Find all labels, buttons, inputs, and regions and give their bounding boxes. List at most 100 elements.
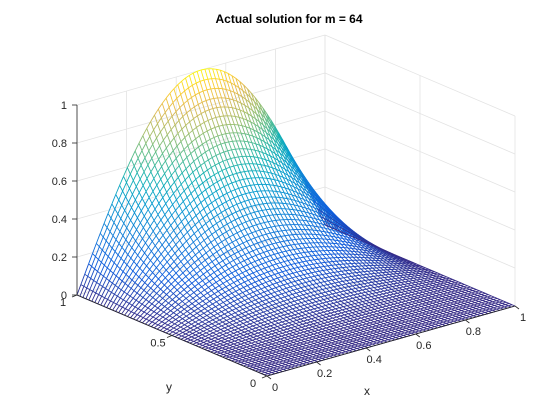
mesh-segment <box>231 326 236 329</box>
mesh-segment <box>160 173 165 180</box>
mesh-segment <box>346 279 351 282</box>
mesh-segment <box>278 251 283 254</box>
mesh-segment <box>280 191 285 194</box>
mesh-segment <box>265 361 269 364</box>
mesh-segment <box>261 239 266 243</box>
mesh-segment <box>234 251 239 255</box>
mesh-segment <box>196 329 201 332</box>
mesh-segment <box>142 128 148 136</box>
mesh-segment <box>184 222 189 228</box>
mesh-segment <box>125 303 130 309</box>
mesh-segment <box>148 316 154 321</box>
mesh-segment <box>179 201 184 207</box>
mesh-segment <box>202 277 207 281</box>
mesh-segment <box>272 329 277 332</box>
mesh-segment <box>180 90 185 95</box>
mesh-segment <box>201 100 207 103</box>
mesh-segment <box>162 274 166 279</box>
mesh-segment <box>244 351 248 355</box>
mesh-segment <box>241 96 246 100</box>
mesh-segment <box>120 283 126 291</box>
mesh-segment <box>223 299 228 303</box>
mesh-segment <box>230 351 235 354</box>
mesh-segment <box>220 270 226 275</box>
mesh-segment <box>258 257 263 261</box>
mesh-segment <box>232 303 238 307</box>
mesh-segment <box>270 253 275 256</box>
mesh-segment <box>266 153 271 157</box>
mesh-segment <box>133 308 139 314</box>
mesh-segment <box>181 168 187 174</box>
mesh-segment <box>178 161 184 167</box>
mesh-segment <box>191 279 196 284</box>
mesh-segment <box>210 327 215 330</box>
mesh-segment <box>300 328 305 331</box>
mesh-segment <box>271 363 275 366</box>
mesh-segment <box>323 269 328 271</box>
mesh-segment <box>230 189 235 192</box>
mesh-segment <box>195 92 200 96</box>
mesh-segment <box>223 317 227 321</box>
mesh-segment <box>280 367 284 370</box>
mesh-segment <box>123 215 129 224</box>
mesh-segment <box>122 293 128 301</box>
mesh-segment <box>247 283 252 286</box>
mesh-segment <box>178 318 183 322</box>
mesh-segment <box>174 120 180 126</box>
mesh-segment <box>161 303 165 307</box>
mesh-segment <box>241 340 245 344</box>
mesh-segment <box>129 295 134 299</box>
mesh-segment <box>149 226 154 232</box>
mesh-segment <box>204 109 210 112</box>
mesh-segment <box>258 328 263 331</box>
mesh-segment <box>236 100 242 104</box>
mesh-segment <box>190 308 195 312</box>
mesh-segment <box>121 308 126 315</box>
mesh-segment <box>161 239 167 246</box>
mesh-segment <box>349 294 354 297</box>
mesh-segment <box>253 290 258 293</box>
mesh-segment <box>226 278 232 282</box>
mesh-segment <box>194 305 199 309</box>
mesh-segment <box>364 305 369 308</box>
mesh-segment <box>318 328 323 331</box>
mesh-segment <box>385 317 390 319</box>
mesh-segment <box>110 251 116 260</box>
mesh-segment <box>192 127 197 131</box>
mesh-segment <box>262 326 267 329</box>
mesh-segment <box>374 307 379 310</box>
mesh-segment <box>144 252 148 258</box>
mesh-segment <box>136 310 142 316</box>
mesh-segment <box>277 293 282 296</box>
mesh-segment <box>205 303 209 307</box>
mesh-segment <box>327 320 332 323</box>
mesh-segment <box>372 289 378 292</box>
mesh-segment <box>379 303 384 306</box>
mesh-segment <box>107 267 111 271</box>
mesh-segment <box>262 359 266 363</box>
mesh-segment <box>202 332 207 336</box>
mesh-segment <box>162 266 167 271</box>
mesh-segment <box>387 288 392 291</box>
mesh-segment <box>263 310 268 313</box>
mesh-segment <box>197 337 202 341</box>
mesh-segment <box>238 116 244 119</box>
mesh-segment <box>245 126 250 129</box>
mesh-segment <box>261 344 265 347</box>
mesh-segment <box>179 313 184 318</box>
mesh-segment <box>299 308 304 311</box>
mesh-segment <box>161 160 166 167</box>
mesh-segment <box>325 290 330 293</box>
mesh-segment <box>134 301 140 308</box>
mesh-segment <box>200 339 205 342</box>
mesh-segment <box>240 331 245 335</box>
mesh-segment <box>144 282 149 286</box>
mesh-segment <box>322 273 327 275</box>
mesh-segment <box>108 244 113 249</box>
mesh-segment <box>294 338 299 341</box>
mesh-segment <box>326 272 331 275</box>
mesh-segment <box>122 264 128 272</box>
mesh-segment <box>208 335 213 339</box>
mesh-segment <box>136 287 142 294</box>
mesh-segment <box>256 365 261 368</box>
